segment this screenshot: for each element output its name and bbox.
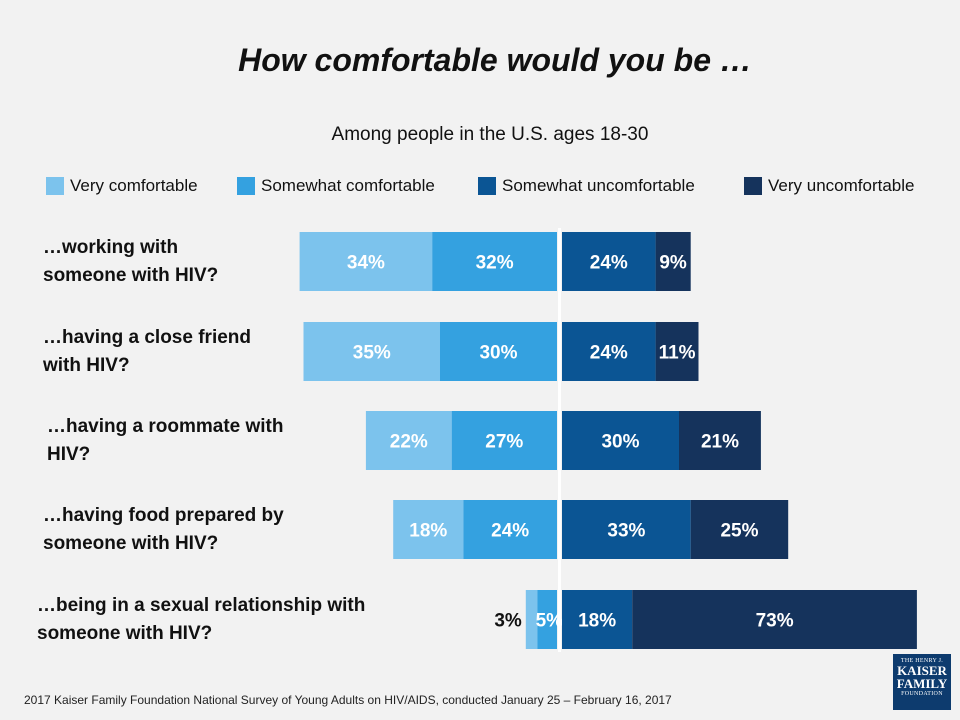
legend-label-very-comfortable: Very comfortable [70,176,198,195]
bar-segment [432,232,557,291]
data-label: 18% [409,521,447,542]
bar-segment [655,322,699,381]
data-label: 22% [390,432,428,453]
data-label: 33% [607,521,645,542]
data-label: 35% [353,343,391,364]
chart-title: How comfortable would you be … [238,42,752,78]
data-label: 21% [701,432,739,453]
bar-segment [303,322,440,381]
legend-label-somewhat-comfortable: Somewhat comfortable [261,176,435,195]
row-label-line: with HIV? [43,355,130,376]
legend-label-very-uncomfortable: Very uncomfortable [768,176,915,195]
data-label: 32% [476,253,514,274]
data-label: 9% [659,253,687,274]
bar-segment [562,232,656,291]
row-label-line: …having a close friend [43,327,251,348]
row-label-line: HIV? [47,444,91,465]
bar-segment [690,500,789,559]
legend-swatch-somewhat-comfortable [237,177,255,195]
row-label-line: …having a roommate with [47,416,284,437]
legend-label-somewhat-uncomfortable: Somewhat uncomfortable [502,176,695,195]
data-label: 25% [720,521,758,542]
bar-segment [562,500,691,559]
bar-segment [562,411,679,470]
legend-swatch-very-comfortable [46,177,64,195]
row-label: …being in a sexual relationship with some… [37,592,365,648]
data-label: 30% [601,432,639,453]
row-label-line: …being in a sexual relationship with [37,595,366,616]
row-label: …having a close friend with HIV? [43,324,251,380]
bar-segment [440,322,557,381]
kff-logo: THE HENRY J. KAISER FAMILY FOUNDATION [893,654,951,710]
row-label-line: …working with [43,237,179,258]
bar-segment [299,232,433,291]
logo-line-2: KAISER [897,663,947,678]
bar-segment [562,590,633,649]
data-label: 24% [590,343,628,364]
data-label: 3% [494,611,522,632]
row-label-line: someone with HIV? [37,623,213,644]
bar-segment [365,411,452,470]
legend-swatch-somewhat-uncomfortable [478,177,496,195]
bar-segment [463,500,557,559]
data-label: 34% [347,253,385,274]
data-label: 18% [578,611,616,632]
row-label: …working with someone with HIV? [43,234,218,290]
legend: Very comfortable Somewhat comfortable So… [0,176,960,200]
legend-item-somewhat-comfortable: Somewhat comfortable [237,176,435,196]
footnote: 2017 Kaiser Family Foundation National S… [24,693,672,707]
legend-item-very-comfortable: Very comfortable [46,176,198,196]
chart-subtitle: Among people in the U.S. ages 18-30 [331,124,649,145]
row-label-line: …having food prepared by [43,505,284,526]
logo-line-3: FAMILY [896,676,948,691]
data-label: 24% [491,521,529,542]
bar-segment [537,590,557,649]
data-label: 30% [479,343,517,364]
row-label: …having food prepared by someone with HIV… [43,502,284,558]
data-label: 5% [536,611,564,632]
data-label: 11% [659,343,696,364]
bar-segment [525,590,538,649]
legend-item-somewhat-uncomfortable: Somewhat uncomfortable [478,176,695,196]
data-label: 27% [485,432,523,453]
legend-swatch-very-uncomfortable [744,177,762,195]
bar-segment [655,232,691,291]
row-label-line: someone with HIV? [43,533,219,554]
data-label: 24% [590,253,628,274]
row-label-line: someone with HIV? [43,265,219,286]
data-label: 73% [756,611,794,632]
bar-segment [632,590,917,649]
bar-segment [451,411,557,470]
bar-segment [393,500,464,559]
legend-item-very-uncomfortable: Very uncomfortable [744,176,914,196]
bar-segment [679,411,761,470]
row-label: …having a roommate with HIV? [47,413,283,469]
logo-line-4: FOUNDATION [901,691,943,697]
logo-line-1: THE HENRY J. [900,658,944,664]
bar-segment [562,322,656,381]
